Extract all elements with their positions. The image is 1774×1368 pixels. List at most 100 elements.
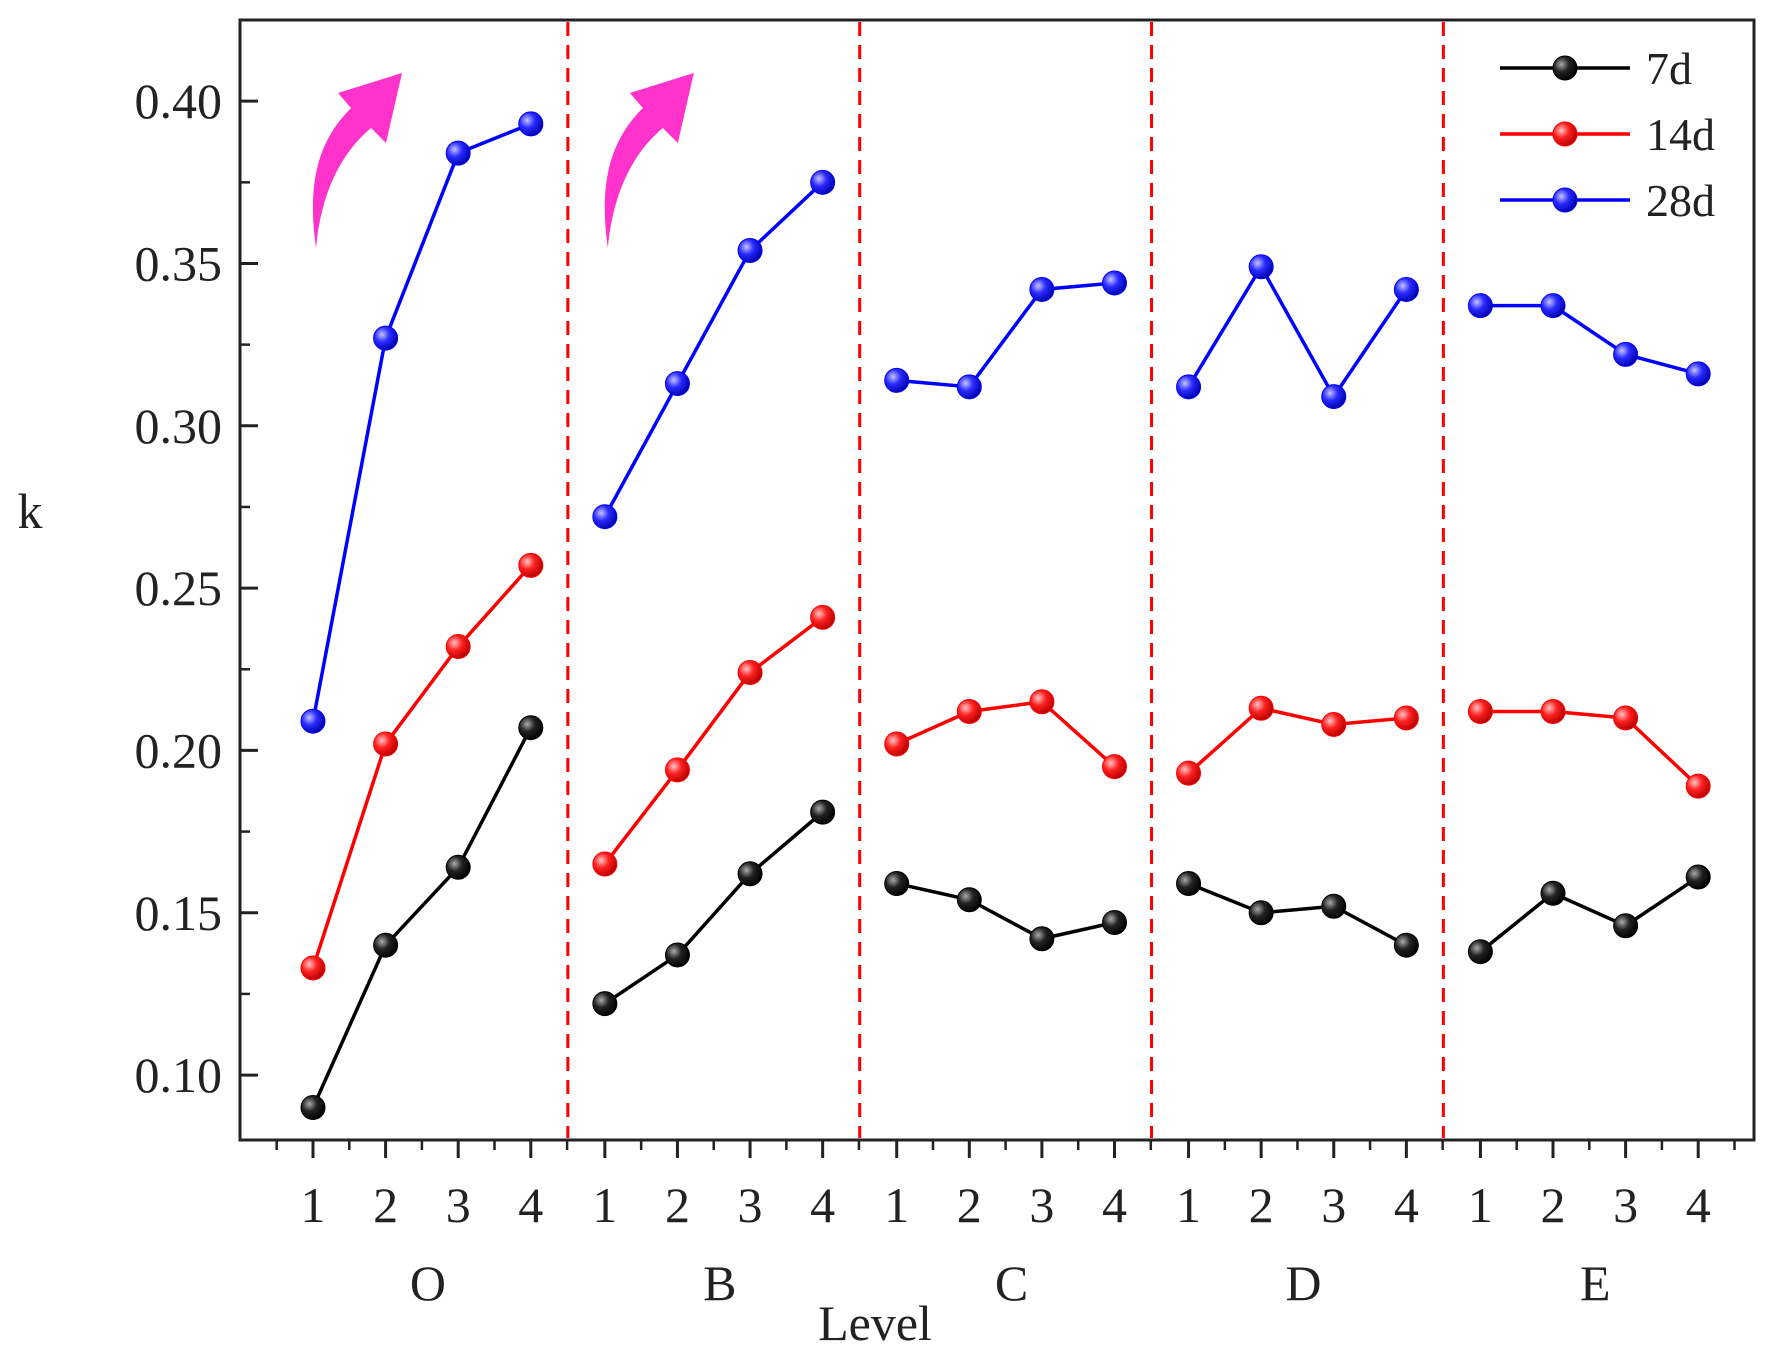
data-point-14d xyxy=(1613,705,1639,731)
data-point-14d xyxy=(810,604,836,630)
series-line-28d-B xyxy=(603,181,824,518)
y-tick-label: 0.40 xyxy=(135,73,223,129)
y-axis: 0.10 0.15 0.20 0.25 0.30 0.35 0.40 xyxy=(135,18,258,1103)
x-tick-label: 2 xyxy=(1249,1177,1274,1233)
data-point-28d xyxy=(1176,374,1202,400)
x-axis: 1 2 3 4O1 2 3 4B1 2 3 4C1 2 3 4D1 2 3 4E xyxy=(275,1140,1736,1311)
data-point-7d xyxy=(664,942,690,968)
data-point-28d xyxy=(1467,293,1493,319)
y-tick-label: 0.25 xyxy=(135,560,223,616)
data-point-28d xyxy=(445,140,471,166)
series-line-7d-O xyxy=(311,726,533,1109)
plot-border xyxy=(238,18,1756,1142)
data-point-7d xyxy=(518,715,544,741)
group-label: O xyxy=(410,1255,446,1311)
data-point-7d xyxy=(810,799,836,825)
x-tick-label: 1 xyxy=(884,1177,909,1233)
legend-item-28d: 28d xyxy=(1500,175,1715,226)
legend-item-14d: 14d xyxy=(1500,109,1715,160)
data-point-7d xyxy=(1393,932,1419,958)
data-point-7d xyxy=(1321,893,1347,919)
data-point-14d xyxy=(1176,760,1202,786)
series-line-7d-B xyxy=(603,810,824,1006)
data-point-7d xyxy=(1540,880,1566,906)
data-point-7d xyxy=(884,871,910,897)
data-point-7d xyxy=(1685,864,1711,890)
x-tick-label: 3 xyxy=(446,1177,471,1233)
x-axis-title: Level xyxy=(818,1295,932,1351)
series-7d xyxy=(300,715,1711,1121)
data-point-14d xyxy=(445,634,471,660)
group-label: D xyxy=(1285,1255,1321,1311)
data-point-28d xyxy=(1248,254,1274,280)
data-point-28d xyxy=(1102,270,1128,296)
data-point-28d xyxy=(373,325,399,351)
data-point-28d xyxy=(956,374,982,400)
data-point-14d xyxy=(1029,689,1055,715)
legend-marker xyxy=(1552,187,1578,213)
data-point-28d xyxy=(1685,361,1711,387)
data-point-14d xyxy=(884,731,910,757)
data-point-7d xyxy=(373,932,399,958)
x-tick-label: 4 xyxy=(1686,1177,1711,1233)
x-tick-label: 4 xyxy=(518,1177,543,1233)
y-tick-label: 0.15 xyxy=(135,885,223,941)
data-point-28d xyxy=(592,504,618,530)
x-tick-label: 2 xyxy=(957,1177,982,1233)
legend-label: 28d xyxy=(1646,175,1715,226)
series-line-14d-B xyxy=(603,615,824,866)
data-point-7d xyxy=(737,861,763,887)
data-point-28d xyxy=(1540,293,1566,319)
data-point-7d xyxy=(1102,909,1128,935)
x-tick-label: 2 xyxy=(665,1177,690,1233)
x-tick-label: 4 xyxy=(1102,1177,1127,1233)
legend-marker xyxy=(1552,55,1578,81)
x-tick-label: 3 xyxy=(1029,1177,1054,1233)
x-tick-label: 1 xyxy=(1176,1177,1201,1233)
series-line-14d-E xyxy=(1480,709,1700,788)
group-label: B xyxy=(703,1255,736,1311)
series-line-7d-E xyxy=(1479,875,1700,954)
series-14d xyxy=(300,552,1711,981)
data-point-7d xyxy=(445,854,471,880)
data-point-14d xyxy=(1102,754,1128,780)
series-line-14d-O xyxy=(311,564,533,969)
legend-item-7d: 7d xyxy=(1500,43,1692,94)
x-tick-label: 3 xyxy=(738,1177,763,1233)
x-tick-label: 3 xyxy=(1613,1177,1638,1233)
data-point-7d xyxy=(1029,926,1055,952)
x-tick-label: 1 xyxy=(1468,1177,1493,1233)
x-tick-label: 2 xyxy=(1541,1177,1566,1233)
data-point-14d xyxy=(373,731,399,757)
series-line-28d-D xyxy=(1187,263,1408,400)
data-point-7d xyxy=(1613,913,1639,939)
legend-label: 7d xyxy=(1646,43,1692,94)
trend-arrows xyxy=(312,73,694,248)
data-point-28d xyxy=(1321,384,1347,410)
data-point-7d xyxy=(300,1095,326,1121)
x-tick-label: 3 xyxy=(1321,1177,1346,1233)
data-point-14d xyxy=(664,757,690,783)
series-line-28d-E xyxy=(1480,303,1699,376)
legend-marker xyxy=(1552,121,1578,147)
data-point-14d xyxy=(1248,695,1274,721)
y-tick-label: 0.35 xyxy=(135,235,223,291)
data-point-14d xyxy=(1685,773,1711,799)
data-point-14d xyxy=(737,660,763,686)
data-point-14d xyxy=(1540,698,1566,724)
series-layer xyxy=(300,111,1711,1121)
data-point-28d xyxy=(664,371,690,397)
data-point-14d xyxy=(592,851,618,877)
data-point-28d xyxy=(518,111,544,137)
x-tick-label: 4 xyxy=(1394,1177,1419,1233)
series-line-28d-O xyxy=(311,122,532,722)
data-point-14d xyxy=(300,955,326,981)
data-point-14d xyxy=(1321,711,1347,737)
data-point-7d xyxy=(1248,900,1274,926)
data-point-7d xyxy=(1176,871,1202,897)
plot-frame xyxy=(238,18,1756,1142)
data-point-28d xyxy=(1029,276,1055,302)
group-separators xyxy=(566,22,1445,1138)
data-point-14d xyxy=(1467,698,1493,724)
